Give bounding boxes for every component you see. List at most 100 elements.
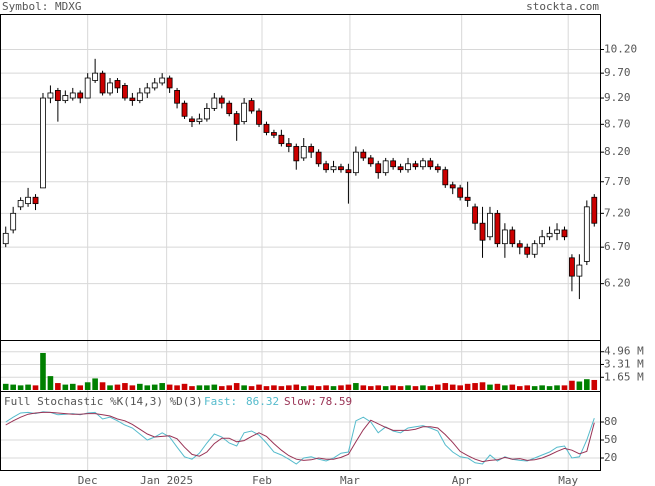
candle-body bbox=[434, 166, 441, 171]
y-tick-label: 8.70 bbox=[604, 117, 631, 130]
candle-body bbox=[576, 264, 583, 277]
candle-body bbox=[203, 107, 210, 120]
candle-body bbox=[516, 243, 523, 248]
volume-bar bbox=[554, 385, 560, 390]
volume-bar bbox=[494, 383, 501, 390]
volume-bar bbox=[278, 386, 285, 390]
volume-bar bbox=[330, 386, 337, 390]
volume-bar bbox=[241, 385, 247, 390]
candle-body bbox=[285, 143, 292, 147]
volume-bar bbox=[92, 378, 98, 390]
candle-body bbox=[77, 92, 84, 99]
candle-body bbox=[509, 229, 516, 245]
volume-bar bbox=[509, 384, 516, 390]
volume-bar bbox=[99, 382, 106, 390]
candle-body bbox=[360, 151, 367, 159]
y-tick-label: 9.70 bbox=[604, 66, 631, 79]
volume-bar bbox=[263, 386, 270, 390]
volume-bar bbox=[196, 385, 203, 390]
x-tick-label: Jan 2025 bbox=[140, 474, 193, 486]
volume-bar bbox=[516, 386, 523, 390]
stoch-title: Full Stochastic %K(14,3) %D(3) bbox=[4, 395, 203, 408]
candle-body bbox=[136, 92, 143, 102]
candle-body bbox=[449, 184, 456, 189]
y-tick-label: 1.65 M bbox=[604, 370, 644, 383]
candle-body bbox=[300, 146, 307, 159]
volume-bar bbox=[576, 381, 583, 390]
x-tick-label: May bbox=[558, 474, 578, 486]
volume-bar bbox=[405, 385, 411, 390]
candle-body bbox=[54, 90, 61, 102]
y-tick-label: 20 bbox=[604, 451, 617, 464]
candle-body bbox=[539, 236, 546, 245]
slow-label: Slow: bbox=[284, 395, 317, 408]
candle-body bbox=[47, 92, 54, 99]
volume-bar bbox=[286, 385, 292, 390]
volume-bar bbox=[2, 383, 9, 390]
volume-bar bbox=[360, 385, 367, 390]
volume-bar bbox=[457, 385, 463, 390]
candle-body bbox=[338, 166, 344, 171]
candle-body bbox=[367, 157, 374, 165]
volume-bar bbox=[591, 379, 598, 390]
candle-body bbox=[256, 110, 262, 125]
y-tick-label: 9.20 bbox=[604, 91, 631, 104]
volume-bar bbox=[546, 386, 553, 390]
volume-bar bbox=[77, 385, 84, 390]
candle-body bbox=[501, 229, 508, 245]
candle-body bbox=[181, 102, 188, 117]
candle-body bbox=[2, 232, 9, 245]
candle-body bbox=[17, 200, 24, 208]
volume-bar bbox=[166, 384, 173, 390]
y-tick-label: 7.70 bbox=[604, 175, 631, 188]
candle-body bbox=[189, 118, 195, 123]
candle-body bbox=[151, 82, 158, 89]
candle-body bbox=[315, 151, 322, 165]
volume-bar bbox=[487, 384, 493, 390]
volume-bar bbox=[569, 380, 575, 390]
x-tick-label: Feb bbox=[252, 474, 272, 486]
volume-bar bbox=[211, 384, 218, 390]
volume-bar bbox=[107, 385, 113, 390]
candle-body bbox=[114, 80, 121, 89]
candle-body bbox=[10, 212, 17, 231]
candle-body bbox=[218, 97, 225, 104]
candle-body bbox=[412, 163, 419, 168]
volume-bar bbox=[308, 385, 314, 390]
volume-bar bbox=[151, 384, 158, 390]
candle-body bbox=[591, 196, 598, 224]
volume-bar bbox=[300, 386, 307, 390]
fast-label: Fast: bbox=[204, 395, 237, 408]
candle-body bbox=[271, 132, 277, 136]
candle-body bbox=[84, 77, 91, 99]
candle-body bbox=[159, 77, 166, 84]
volume-bar bbox=[338, 385, 344, 390]
x-tick-label: Apr bbox=[452, 474, 472, 486]
candle-body bbox=[25, 196, 31, 205]
candle-body bbox=[546, 232, 553, 238]
candle-body bbox=[352, 151, 359, 174]
volume-bar bbox=[226, 385, 233, 390]
volume-bar bbox=[159, 383, 165, 390]
volume-bar bbox=[137, 383, 143, 390]
volume-bar bbox=[427, 386, 434, 390]
candle-body bbox=[330, 166, 337, 171]
candle-body bbox=[561, 229, 568, 238]
volume-bar bbox=[84, 382, 91, 390]
candle-body bbox=[405, 163, 411, 171]
candle-body bbox=[248, 100, 255, 112]
volume-bar bbox=[248, 386, 255, 390]
y-tick-label: 6.70 bbox=[604, 240, 631, 253]
candle-body bbox=[464, 196, 471, 201]
candle-body bbox=[62, 95, 69, 102]
volume-bar bbox=[353, 383, 359, 390]
volume-bar bbox=[524, 385, 531, 390]
volume-bar bbox=[189, 386, 195, 390]
volume-bar bbox=[382, 386, 389, 390]
candle-body bbox=[196, 118, 203, 123]
volume-bar bbox=[397, 386, 404, 390]
y-tick-label: 8.20 bbox=[604, 145, 631, 158]
candle-body bbox=[107, 82, 113, 94]
candle-body bbox=[174, 90, 180, 104]
